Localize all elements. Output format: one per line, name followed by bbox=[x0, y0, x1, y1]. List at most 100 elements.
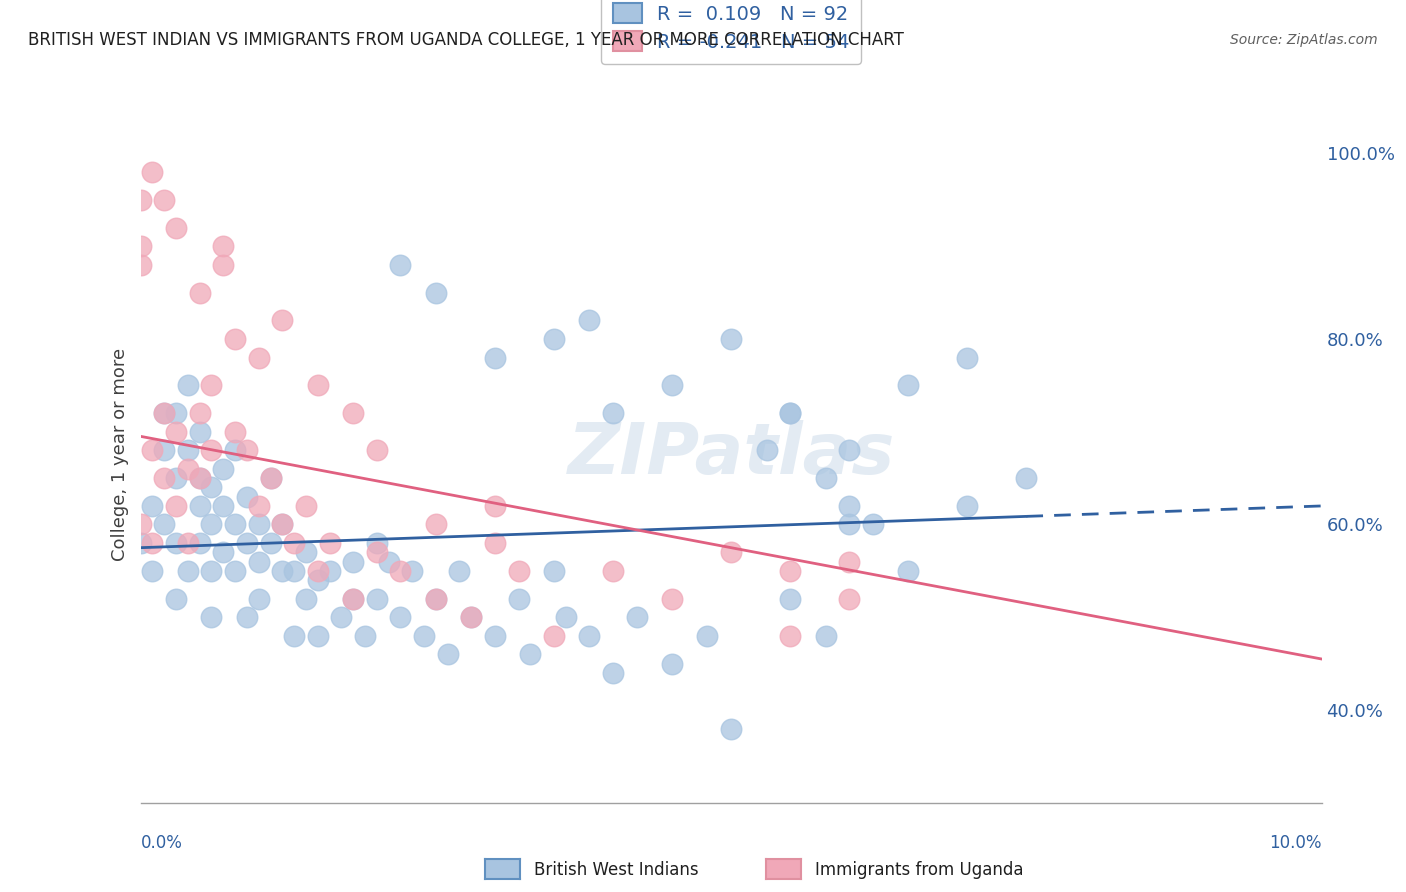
Point bbox=[838, 591, 860, 606]
Point bbox=[897, 564, 920, 578]
Point bbox=[224, 425, 246, 439]
Point bbox=[814, 629, 837, 643]
Point bbox=[436, 648, 458, 662]
Point bbox=[318, 564, 340, 578]
Point bbox=[425, 591, 447, 606]
Point bbox=[141, 564, 163, 578]
Point bbox=[779, 406, 801, 420]
Point bbox=[484, 499, 506, 513]
Point bbox=[401, 564, 423, 578]
Point bbox=[661, 657, 683, 671]
Point bbox=[307, 629, 329, 643]
Point bbox=[508, 591, 530, 606]
Point bbox=[188, 471, 211, 485]
Point bbox=[519, 648, 541, 662]
Point bbox=[626, 610, 648, 624]
Point bbox=[247, 555, 270, 569]
Point bbox=[129, 517, 152, 532]
Point bbox=[236, 443, 259, 458]
Point bbox=[224, 564, 246, 578]
Point bbox=[200, 378, 222, 392]
Point bbox=[543, 629, 565, 643]
Point bbox=[814, 471, 837, 485]
Point bbox=[1015, 471, 1038, 485]
Point bbox=[720, 332, 742, 346]
Point bbox=[236, 490, 259, 504]
Point bbox=[720, 545, 742, 559]
Point bbox=[153, 471, 176, 485]
Point bbox=[484, 351, 506, 365]
Point bbox=[543, 332, 565, 346]
Point bbox=[177, 378, 200, 392]
Point bbox=[224, 332, 246, 346]
Point bbox=[838, 443, 860, 458]
Point bbox=[153, 443, 176, 458]
Point bbox=[389, 258, 412, 272]
Point bbox=[153, 406, 176, 420]
Legend: R =  0.109   N = 92, R = -0.241   N = 54: R = 0.109 N = 92, R = -0.241 N = 54 bbox=[600, 0, 862, 63]
Point bbox=[307, 573, 329, 587]
Point bbox=[188, 499, 211, 513]
Point bbox=[307, 564, 329, 578]
Point bbox=[354, 629, 377, 643]
Text: Immigrants from Uganda: Immigrants from Uganda bbox=[815, 861, 1024, 879]
Point bbox=[177, 462, 200, 476]
Point bbox=[838, 555, 860, 569]
Point bbox=[484, 629, 506, 643]
Point bbox=[247, 499, 270, 513]
Point bbox=[366, 443, 388, 458]
Point bbox=[212, 258, 235, 272]
Point bbox=[188, 471, 211, 485]
Y-axis label: College, 1 year or more: College, 1 year or more bbox=[111, 349, 129, 561]
Point bbox=[342, 591, 364, 606]
Point bbox=[779, 406, 801, 420]
Point bbox=[956, 351, 979, 365]
Point bbox=[602, 564, 624, 578]
Point bbox=[188, 406, 211, 420]
Point bbox=[236, 536, 259, 550]
Point bbox=[602, 406, 624, 420]
Point bbox=[177, 536, 200, 550]
Point bbox=[366, 591, 388, 606]
Point bbox=[508, 564, 530, 578]
Text: 10.0%: 10.0% bbox=[1270, 834, 1322, 852]
Point bbox=[247, 517, 270, 532]
Point bbox=[224, 443, 246, 458]
Point bbox=[295, 591, 318, 606]
Point bbox=[720, 722, 742, 736]
Point bbox=[271, 313, 294, 327]
Point bbox=[425, 517, 447, 532]
Point bbox=[200, 443, 222, 458]
Point bbox=[188, 425, 211, 439]
Point bbox=[141, 536, 163, 550]
Point bbox=[425, 591, 447, 606]
Point bbox=[838, 517, 860, 532]
Point bbox=[554, 610, 576, 624]
Point bbox=[247, 351, 270, 365]
Point bbox=[755, 443, 778, 458]
Text: 0.0%: 0.0% bbox=[141, 834, 183, 852]
Point bbox=[212, 462, 235, 476]
Point bbox=[862, 517, 884, 532]
Point bbox=[956, 499, 979, 513]
Point bbox=[578, 629, 600, 643]
Point bbox=[543, 564, 565, 578]
Point bbox=[460, 610, 482, 624]
Point bbox=[200, 517, 222, 532]
Point bbox=[342, 591, 364, 606]
Text: Source: ZipAtlas.com: Source: ZipAtlas.com bbox=[1230, 33, 1378, 47]
Point bbox=[295, 499, 318, 513]
Point bbox=[236, 610, 259, 624]
Point bbox=[224, 517, 246, 532]
Point bbox=[342, 406, 364, 420]
Point bbox=[330, 610, 353, 624]
Point bbox=[460, 610, 482, 624]
Point bbox=[259, 471, 281, 485]
Point bbox=[129, 239, 152, 253]
Point bbox=[389, 564, 412, 578]
Text: British West Indians: British West Indians bbox=[534, 861, 699, 879]
Point bbox=[259, 471, 281, 485]
Point bbox=[271, 564, 294, 578]
Point bbox=[153, 406, 176, 420]
Point bbox=[283, 629, 305, 643]
